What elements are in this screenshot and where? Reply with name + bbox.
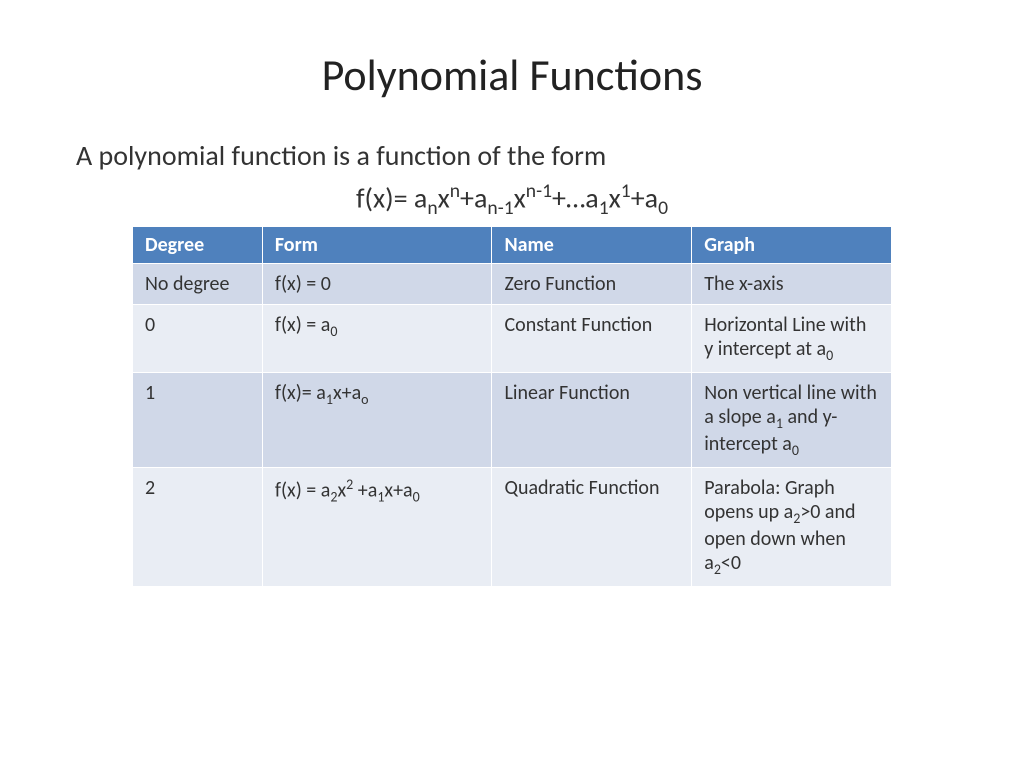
cell-name: Constant Function bbox=[492, 304, 692, 372]
cell-degree: 0 bbox=[133, 304, 263, 372]
cell-graph: Non vertical line with a slope a1 and y-… bbox=[692, 372, 892, 467]
formula: f(x)= anxn+an-1xn-1+…a1x1+a0 bbox=[60, 179, 964, 220]
col-header-form: Form bbox=[262, 226, 492, 263]
col-header-name: Name bbox=[492, 226, 692, 263]
table-row: 0 f(x) = a0 Constant Function Horizontal… bbox=[133, 304, 892, 372]
polynomial-table: Degree Form Name Graph No degree f(x) = … bbox=[132, 226, 892, 587]
slide: Polynomial Functions A polynomial functi… bbox=[0, 0, 1024, 768]
cell-form: f(x) = 0 bbox=[262, 263, 492, 304]
table-body: No degree f(x) = 0 Zero Function The x-a… bbox=[133, 263, 892, 586]
col-header-graph: Graph bbox=[692, 226, 892, 263]
cell-name: Linear Function bbox=[492, 372, 692, 467]
cell-graph: The x-axis bbox=[692, 263, 892, 304]
intro-text: A polynomial function is a function of t… bbox=[60, 138, 964, 173]
cell-degree: 1 bbox=[133, 372, 263, 467]
cell-degree: 2 bbox=[133, 467, 263, 586]
cell-form: f(x)= a1x+ao bbox=[262, 372, 492, 467]
cell-form: f(x) = a0 bbox=[262, 304, 492, 372]
col-header-degree: Degree bbox=[133, 226, 263, 263]
page-title: Polynomial Functions bbox=[60, 48, 964, 102]
table-row: No degree f(x) = 0 Zero Function The x-a… bbox=[133, 263, 892, 304]
cell-graph: Parabola: Graph opens up a2>0 and open d… bbox=[692, 467, 892, 586]
cell-degree: No degree bbox=[133, 263, 263, 304]
table-row: 2 f(x) = a2x2 +a1x+a0 Quadratic Function… bbox=[133, 467, 892, 586]
cell-graph: Horizontal Line with y intercept at a0 bbox=[692, 304, 892, 372]
cell-name: Zero Function bbox=[492, 263, 692, 304]
cell-form: f(x) = a2x2 +a1x+a0 bbox=[262, 467, 492, 586]
table-row: 1 f(x)= a1x+ao Linear Function Non verti… bbox=[133, 372, 892, 467]
table-header-row: Degree Form Name Graph bbox=[133, 226, 892, 263]
cell-name: Quadratic Function bbox=[492, 467, 692, 586]
